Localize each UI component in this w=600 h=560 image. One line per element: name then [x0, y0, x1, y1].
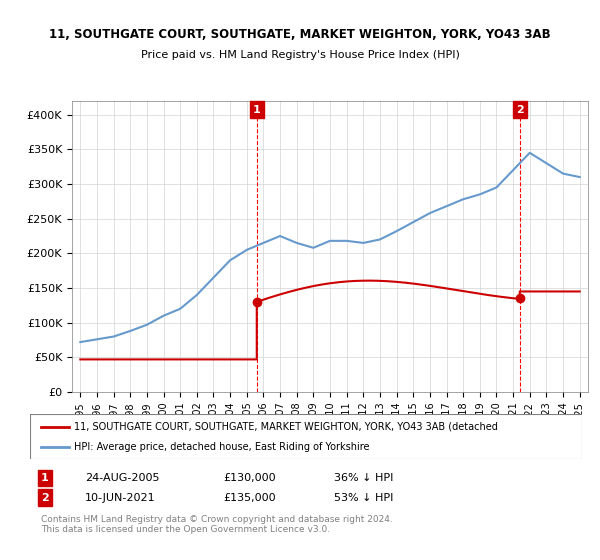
Text: 2: 2	[41, 493, 49, 502]
Text: £130,000: £130,000	[223, 473, 276, 483]
FancyBboxPatch shape	[30, 414, 582, 459]
Text: HPI: Average price, detached house, East Riding of Yorkshire: HPI: Average price, detached house, East…	[74, 442, 370, 452]
Text: 1: 1	[253, 105, 260, 115]
Text: £135,000: £135,000	[223, 493, 276, 502]
Text: 53% ↓ HPI: 53% ↓ HPI	[334, 493, 393, 502]
Text: Contains HM Land Registry data © Crown copyright and database right 2024.
This d: Contains HM Land Registry data © Crown c…	[41, 515, 393, 534]
Text: 1: 1	[41, 473, 49, 483]
Text: 2: 2	[516, 105, 524, 115]
Text: Price paid vs. HM Land Registry's House Price Index (HPI): Price paid vs. HM Land Registry's House …	[140, 50, 460, 60]
Text: 36% ↓ HPI: 36% ↓ HPI	[334, 473, 393, 483]
Text: 24-AUG-2005: 24-AUG-2005	[85, 473, 160, 483]
Text: 11, SOUTHGATE COURT, SOUTHGATE, MARKET WEIGHTON, YORK, YO43 3AB (detached: 11, SOUTHGATE COURT, SOUTHGATE, MARKET W…	[74, 422, 498, 432]
Text: 11, SOUTHGATE COURT, SOUTHGATE, MARKET WEIGHTON, YORK, YO43 3AB: 11, SOUTHGATE COURT, SOUTHGATE, MARKET W…	[49, 28, 551, 41]
Text: 10-JUN-2021: 10-JUN-2021	[85, 493, 156, 502]
